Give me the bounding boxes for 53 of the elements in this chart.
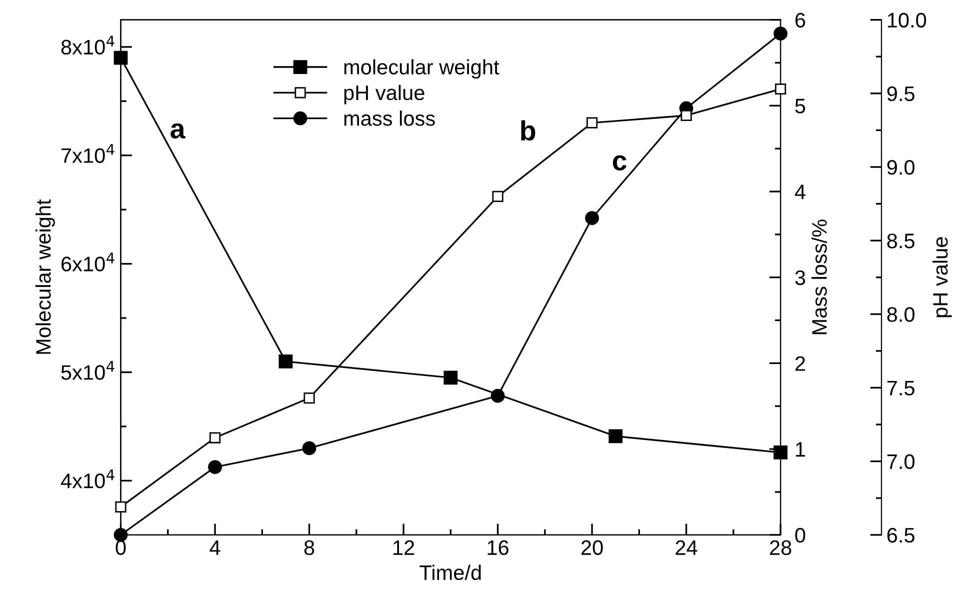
y3-tick-label: 9.0 (887, 160, 914, 175)
annotation: a (170, 123, 186, 139)
y-tick-label: 4x10$^{4}$ (60, 469, 114, 488)
y3-tick-label: 8.5 (887, 234, 914, 248)
annotation: b (521, 120, 536, 141)
x-axis-title: Time/d (420, 564, 481, 580)
x-tick-label: 4 (210, 540, 220, 555)
point (115, 501, 126, 512)
point (774, 83, 786, 95)
y-axis-title: Molecular weight (35, 199, 55, 354)
annotation: c (612, 155, 626, 170)
point (208, 460, 222, 474)
x-tick-label: 20 (581, 540, 603, 556)
point (444, 370, 458, 385)
legend-label: mass loss (344, 110, 435, 126)
legend-label: molecular weight (344, 59, 500, 79)
y-tick-label: 5x10$^{4}$ (61, 361, 114, 380)
point (209, 432, 221, 444)
y3-tick-label: 7.0 (887, 454, 914, 470)
x-tick-label: 24 (676, 540, 698, 555)
y-tick-label: 8x10$^{4}$ (61, 36, 114, 55)
y2-tick-label: 6 (795, 12, 806, 28)
point (114, 528, 128, 542)
y3-tick-label: 6.5 (887, 528, 914, 543)
point (278, 354, 293, 368)
y2-tick-label: 3 (795, 270, 806, 286)
y2-tick-label: 0 (795, 528, 806, 543)
point (585, 211, 599, 226)
point (774, 26, 788, 41)
y3-tick-label: 8.0 (887, 307, 914, 322)
y2-tick-label: 5 (795, 98, 806, 114)
y-tick-label: 6x10$^{4}$ (62, 252, 114, 272)
y2-tick-label: 4 (794, 184, 806, 200)
x-tick-label: 28 (770, 540, 792, 556)
y3-tick-label: 9.5 (887, 86, 914, 102)
x-tick-label: 8 (304, 540, 314, 556)
point (608, 429, 623, 444)
y2-tick-label: 1 (796, 442, 805, 457)
y-tick-label: 7x10$^{4}$ (62, 144, 114, 163)
y3-tick-label: 10.0 (888, 12, 926, 28)
point (490, 388, 505, 403)
point (302, 441, 316, 456)
y3-axis-title: pH value (932, 237, 952, 318)
point (492, 190, 504, 202)
x-tick-label: 12 (394, 540, 414, 555)
y2-tick-label: 2 (795, 356, 805, 371)
point (680, 110, 692, 122)
y2-axis-title: Mass loss/% (812, 220, 827, 334)
y3-tick-label: 7.5 (887, 380, 914, 396)
point (304, 392, 315, 404)
x-tick-label: 16 (488, 540, 508, 556)
point (586, 117, 598, 128)
legend-label: pH value (344, 84, 424, 104)
